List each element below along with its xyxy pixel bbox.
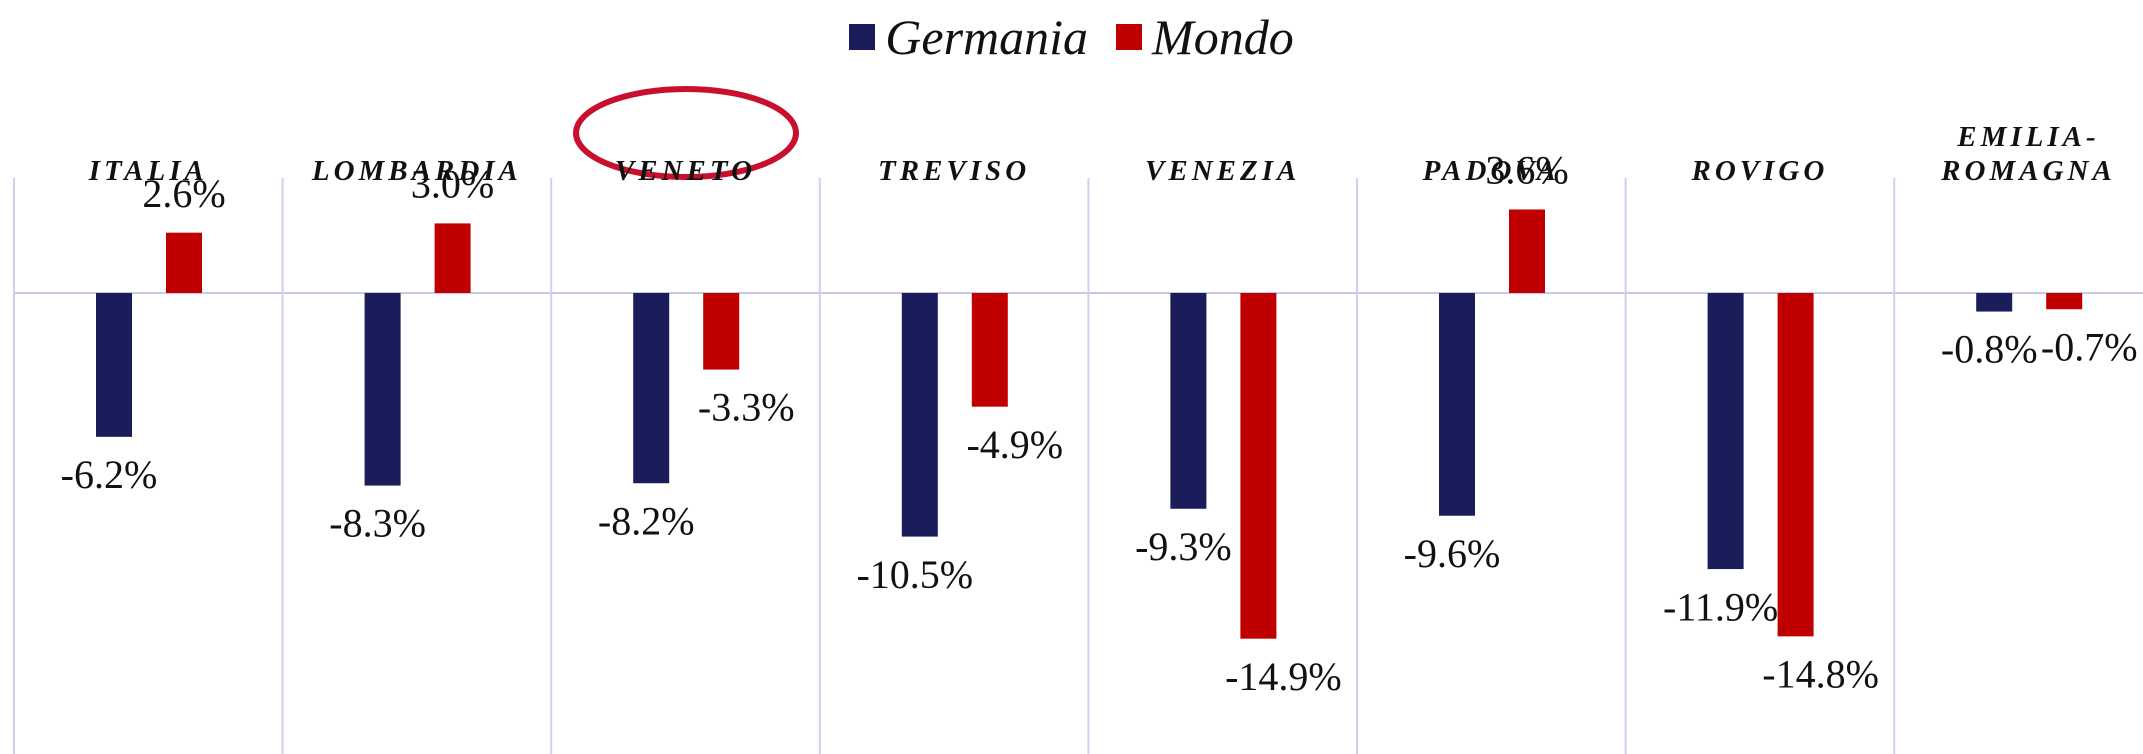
value-label: -0.8% xyxy=(1941,327,2038,372)
value-label: -6.2% xyxy=(61,452,158,497)
category-label: VENEZIA xyxy=(1145,155,1301,187)
value-label: 3.0% xyxy=(411,162,494,207)
legend-item: Mondo xyxy=(1116,8,1294,66)
bar xyxy=(1170,293,1207,509)
bar xyxy=(166,232,202,293)
value-label: -0.7% xyxy=(2041,324,2138,369)
category-label: ITALIA xyxy=(88,155,208,187)
category-label: PADOVA xyxy=(1422,155,1560,187)
bar xyxy=(434,223,471,293)
value-label: -10.5% xyxy=(856,552,973,597)
value-label: -3.3% xyxy=(698,385,795,430)
highlight-ellipse xyxy=(573,86,799,180)
bar xyxy=(703,293,740,370)
value-label: -14.8% xyxy=(1762,652,1879,697)
bar xyxy=(1976,293,2013,312)
value-label: -9.6% xyxy=(1404,531,1501,576)
value-label: -4.9% xyxy=(966,422,1063,467)
category-label: TREVISO xyxy=(878,155,1031,187)
bar xyxy=(1439,293,1475,516)
bar xyxy=(1707,293,1744,570)
value-label: -8.2% xyxy=(598,498,695,543)
value-label: -8.3% xyxy=(329,501,426,546)
bar xyxy=(1509,209,1545,293)
legend-label: Germania xyxy=(885,9,1089,65)
category-label: EMILIA-ROMAGNA xyxy=(1941,121,2116,187)
bar xyxy=(1777,293,1814,637)
bar xyxy=(633,293,670,484)
category-label: VENETO xyxy=(614,155,757,187)
legend-swatch xyxy=(849,24,876,50)
category-label: LOMBARDIA xyxy=(311,155,522,187)
legend-swatch xyxy=(1116,24,1143,50)
value-label: -9.3% xyxy=(1135,524,1232,569)
bar xyxy=(2046,293,2083,310)
bar xyxy=(971,293,1008,407)
value-label: 3.6% xyxy=(1485,148,1568,193)
legend-label: Mondo xyxy=(1152,9,1294,65)
legend: Germania Mondo xyxy=(0,8,2143,66)
bar xyxy=(901,293,938,537)
value-label: 2.6% xyxy=(142,171,225,216)
value-label: -14.9% xyxy=(1225,654,1342,699)
bar xyxy=(1240,293,1277,639)
bar xyxy=(96,293,132,437)
legend-item: Germania xyxy=(849,8,1088,66)
bar xyxy=(364,293,401,486)
value-label: -11.9% xyxy=(1663,584,1778,629)
category-label: ROVIGO xyxy=(1691,155,1829,187)
